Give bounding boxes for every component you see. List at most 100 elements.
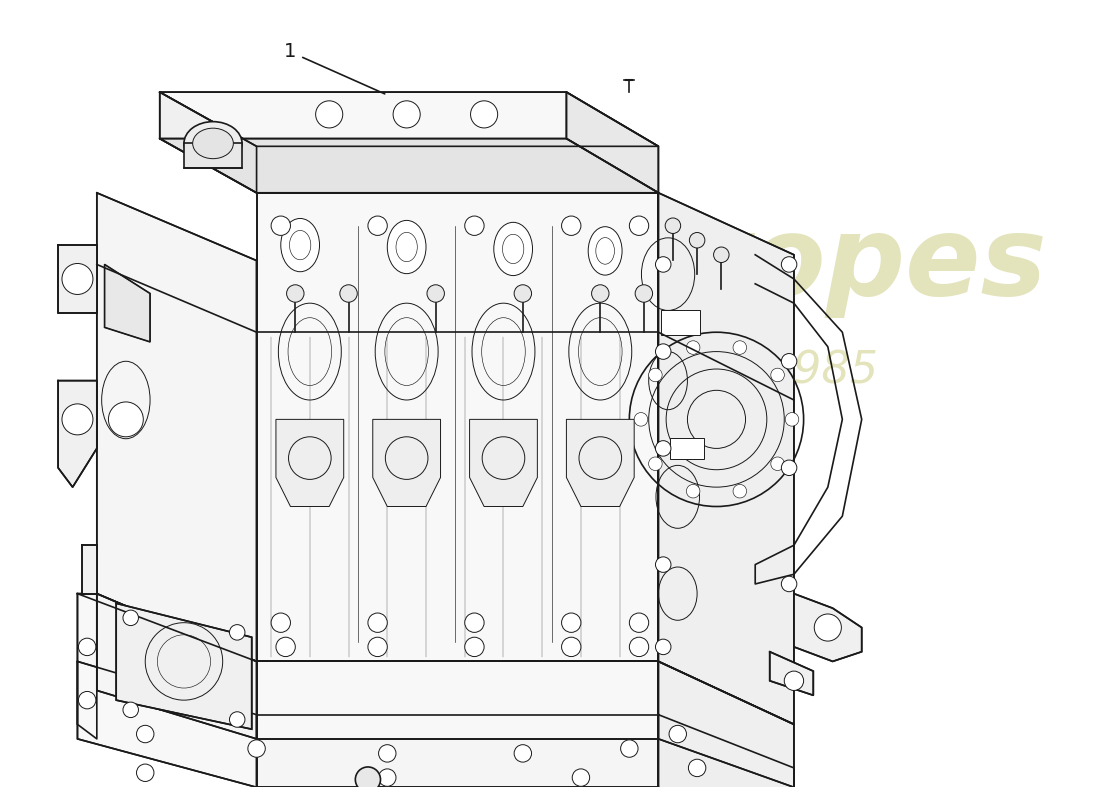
Circle shape [686, 341, 700, 354]
Polygon shape [373, 419, 440, 506]
Circle shape [562, 638, 581, 657]
Circle shape [649, 368, 662, 382]
Circle shape [78, 691, 96, 709]
Circle shape [378, 745, 396, 762]
Ellipse shape [184, 122, 242, 166]
Circle shape [471, 101, 497, 128]
Circle shape [367, 216, 387, 235]
Circle shape [620, 740, 638, 758]
Circle shape [78, 638, 96, 656]
Circle shape [649, 457, 662, 470]
Circle shape [464, 638, 484, 657]
Polygon shape [77, 662, 256, 787]
Circle shape [562, 613, 581, 632]
Circle shape [340, 285, 358, 302]
Circle shape [669, 726, 686, 742]
Polygon shape [160, 92, 256, 193]
Circle shape [656, 257, 671, 272]
Text: 1: 1 [284, 42, 297, 61]
Circle shape [781, 460, 796, 475]
Circle shape [781, 257, 796, 272]
Polygon shape [661, 310, 700, 334]
Polygon shape [794, 594, 861, 662]
Circle shape [629, 216, 649, 235]
Circle shape [136, 764, 154, 782]
Circle shape [287, 285, 304, 302]
Circle shape [367, 638, 387, 657]
Circle shape [427, 285, 444, 302]
Circle shape [666, 218, 681, 234]
Circle shape [271, 613, 290, 632]
Ellipse shape [396, 232, 417, 262]
Circle shape [689, 759, 706, 777]
Circle shape [464, 216, 484, 235]
Circle shape [629, 638, 649, 657]
Ellipse shape [494, 222, 532, 275]
Polygon shape [671, 438, 704, 459]
Circle shape [592, 285, 609, 302]
Circle shape [733, 485, 747, 498]
Circle shape [771, 457, 784, 470]
Circle shape [781, 576, 796, 592]
Polygon shape [184, 143, 242, 168]
Polygon shape [256, 662, 659, 739]
Circle shape [62, 404, 92, 435]
Circle shape [714, 247, 729, 262]
Circle shape [355, 767, 381, 792]
Polygon shape [256, 714, 659, 787]
Polygon shape [659, 193, 794, 724]
Polygon shape [117, 603, 252, 729]
Ellipse shape [588, 226, 623, 275]
Ellipse shape [192, 128, 233, 158]
Polygon shape [276, 419, 343, 506]
Circle shape [514, 745, 531, 762]
Circle shape [62, 263, 92, 294]
Ellipse shape [596, 238, 615, 264]
Polygon shape [659, 662, 794, 787]
Circle shape [248, 740, 265, 758]
Circle shape [656, 557, 671, 572]
Circle shape [814, 614, 842, 641]
Circle shape [784, 671, 804, 690]
Circle shape [393, 101, 420, 128]
Circle shape [781, 354, 796, 369]
Polygon shape [77, 594, 97, 739]
Polygon shape [659, 714, 794, 800]
Polygon shape [470, 419, 538, 506]
Circle shape [690, 233, 705, 248]
Polygon shape [160, 138, 659, 193]
Polygon shape [58, 245, 97, 313]
Circle shape [367, 613, 387, 632]
Circle shape [271, 216, 290, 235]
Circle shape [123, 702, 139, 718]
Circle shape [276, 638, 295, 657]
Polygon shape [566, 92, 659, 193]
Polygon shape [97, 193, 256, 662]
Polygon shape [97, 594, 256, 739]
Polygon shape [160, 92, 659, 146]
Circle shape [378, 769, 396, 786]
Circle shape [572, 769, 590, 786]
Ellipse shape [289, 230, 311, 260]
Circle shape [785, 413, 799, 426]
Circle shape [656, 639, 671, 654]
Polygon shape [58, 381, 97, 487]
Circle shape [635, 285, 652, 302]
Circle shape [109, 402, 143, 437]
Ellipse shape [280, 218, 319, 272]
Polygon shape [770, 652, 813, 695]
Circle shape [629, 613, 649, 632]
Circle shape [464, 613, 484, 632]
Ellipse shape [387, 220, 426, 274]
Circle shape [123, 610, 139, 626]
Circle shape [656, 344, 671, 359]
Text: europes: europes [540, 211, 1047, 318]
Polygon shape [566, 419, 635, 506]
Text: a p        ce 1985: a p ce 1985 [516, 350, 878, 393]
Circle shape [562, 216, 581, 235]
Ellipse shape [503, 234, 524, 264]
Circle shape [635, 413, 648, 426]
Circle shape [316, 101, 343, 128]
Circle shape [514, 285, 531, 302]
Circle shape [230, 712, 245, 727]
